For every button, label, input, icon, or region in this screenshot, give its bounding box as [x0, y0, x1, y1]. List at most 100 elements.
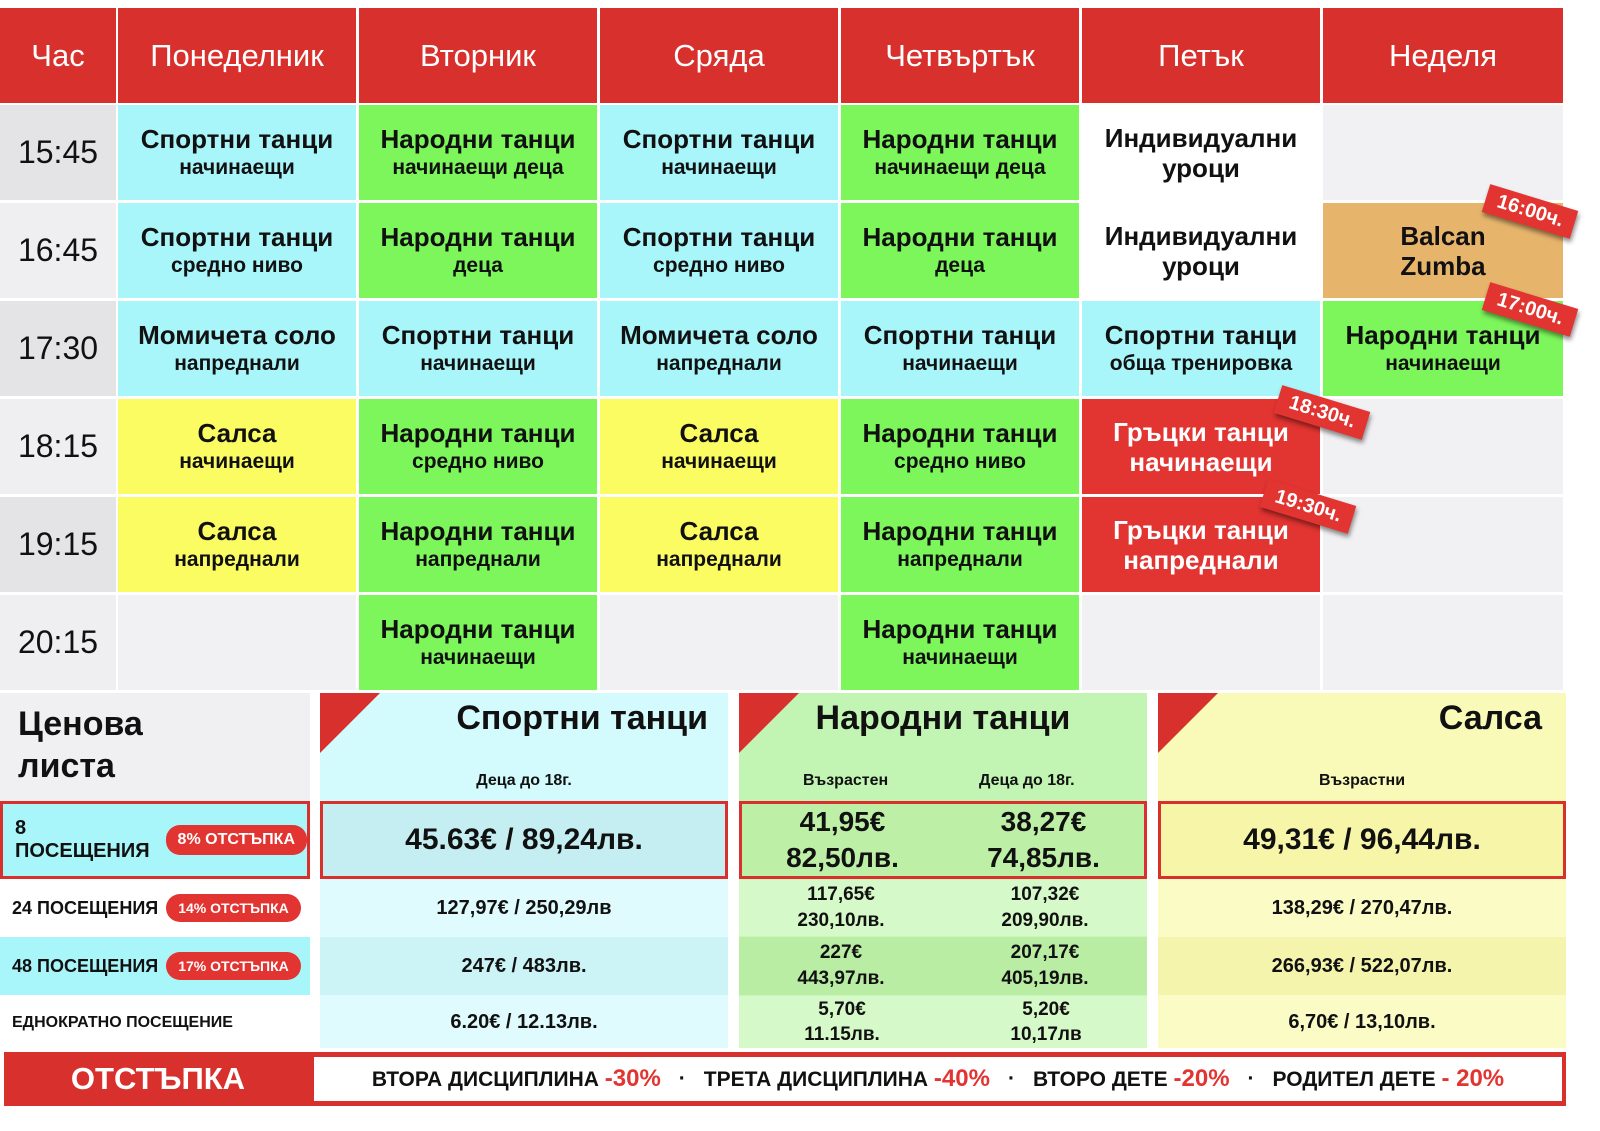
class-level: напреднали	[656, 352, 782, 375]
class-level: Zumba	[1400, 250, 1486, 281]
class-level: начинаещи деца	[392, 156, 564, 179]
class-cell: Народни танци напреднали	[841, 497, 1079, 592]
discount-text: ВТОРО ДЕТЕ	[1032, 1068, 1168, 1091]
class-name: Народни танци	[862, 516, 1058, 546]
class-cell: Народни танци деца	[841, 203, 1079, 298]
class-level: деца	[935, 254, 985, 277]
price-cell: 6.20€ / 12.13лв.	[320, 996, 728, 1048]
discount-value: -30%	[604, 1065, 661, 1092]
class-cell: Спортни танци средно ниво	[600, 203, 838, 298]
discount-text: ТРЕТА ДИСЦИПЛИНА	[703, 1068, 929, 1091]
day-header-friday: Петък	[1082, 8, 1320, 103]
empty-cell	[1323, 595, 1563, 690]
separator: ·	[1247, 1067, 1255, 1090]
class-level: начинаещи деца	[874, 156, 1046, 179]
time-slot: 17:30	[0, 301, 116, 396]
class-cell: Момичета соло напреднали	[600, 301, 838, 396]
kids-price: 207,17€ 405,19лв.	[1001, 940, 1088, 992]
discount-value: -40%	[933, 1065, 990, 1092]
discount-text: РОДИТЕЛ ДЕТЕ	[1272, 1068, 1436, 1091]
class-name: Спортни танци	[863, 320, 1057, 350]
class-cell: Спортни танци начинаещи	[359, 301, 597, 396]
visits-label: 48 ПОСЕЩЕНИЯ	[12, 955, 159, 976]
price-bgn: 230,10лв.	[797, 910, 885, 931]
price-column-header: Салса Възрастни	[1158, 693, 1566, 801]
price-eur: 107,32€	[1010, 884, 1080, 905]
price-bgn: 209,90лв.	[1001, 910, 1089, 931]
class-cell: Спортни танци средно ниво	[118, 203, 356, 298]
class-cell: Спортни танци начинаещи	[118, 105, 356, 200]
class-name: Спортни танци	[1104, 320, 1298, 350]
class-cell: Индивидуални уроци	[1082, 105, 1320, 200]
day-header-wednesday: Сряда	[600, 8, 838, 103]
class-cell: Спортни танци начинаещи	[841, 301, 1079, 396]
class-name: Народни танци	[862, 124, 1058, 154]
class-name: Спортни танци	[622, 222, 816, 252]
class-level: обща тренировка	[1109, 352, 1293, 375]
empty-cell	[1082, 595, 1320, 690]
age-group: Възрастни	[1318, 772, 1406, 789]
class-cell: Народни танци начинаещи деца	[841, 105, 1079, 200]
discount-item: РОДИТЕЛ ДЕТЕ - 20%	[1273, 1065, 1505, 1093]
class-name: Салса	[197, 418, 277, 448]
class-level: напреднали	[656, 548, 782, 571]
day-header-tuesday: Вторник	[359, 8, 597, 103]
empty-cell	[1323, 105, 1563, 200]
empty-cell	[600, 595, 838, 690]
visits-label: 8 ПОСЕЩЕНИЯ	[15, 817, 150, 862]
price-column-salsa: Салса Възрастни 49,31€ / 96,44лв. 138,29…	[1158, 693, 1566, 1048]
corner-triangle	[320, 693, 380, 753]
class-level: средно ниво	[653, 254, 785, 277]
price-bgn: 74,85лв.	[987, 842, 1100, 873]
class-cell: Народни танци средно ниво	[359, 399, 597, 494]
class-cell: Спортни танци начинаещи	[600, 105, 838, 200]
day-header-thursday: Четвъртък	[841, 8, 1079, 103]
visits-label: 24 ПОСЕЩЕНИЯ	[12, 897, 159, 918]
discount-pill: 14% ОТСТЪПКА	[166, 894, 301, 922]
time-slot: 20:15	[0, 595, 116, 690]
class-level: напреднали	[174, 548, 300, 571]
price-eur: 5,20€	[1022, 999, 1070, 1020]
price-column-sport: Спортни танци Деца до 18г. 45.63€ / 89,2…	[320, 693, 728, 1048]
class-level: начинаещи	[661, 156, 777, 179]
discount-pill: 17% ОТСТЪПКА	[166, 952, 301, 980]
class-name: Индивидуални	[1104, 122, 1298, 153]
class-name: Народни танци	[380, 222, 576, 252]
class-cell: Народни танци деца	[359, 203, 597, 298]
price-column-header: Народни танци Възрастен Деца до 18г.	[739, 693, 1147, 801]
price-cell: 41,95€ 82,50лв. 38,27€ 74,85лв.	[739, 801, 1147, 879]
class-name: Салса	[679, 516, 759, 546]
discount-value: -20%	[1173, 1065, 1230, 1092]
time-slot: 16:45	[0, 203, 116, 298]
age-group: Деца до 18г.	[979, 772, 1075, 789]
discount-text: ВТОРА ДИСЦИПЛИНА	[371, 1068, 599, 1091]
class-level: средно ниво	[412, 450, 544, 473]
price-row-label: 48 ПОСЕЩЕНИЯ 17% ОТСТЪПКА	[0, 937, 310, 995]
class-level: начинаещи	[1385, 352, 1501, 375]
corner-triangle	[739, 693, 799, 753]
discount-pill: 8% ОТСТЪПКА	[165, 825, 307, 855]
class-level: начинаещи	[420, 646, 536, 669]
discount-item: ВТОРО ДЕТЕ -20%	[1033, 1065, 1230, 1093]
day-header-monday: Понеделник	[118, 8, 356, 103]
price-eur: 38,27€	[1000, 806, 1087, 837]
class-level: средно ниво	[894, 450, 1026, 473]
class-name: Момичета соло	[620, 320, 818, 350]
class-cell: Народни танци начинаещи	[359, 595, 597, 690]
price-eur: 5,70€	[818, 999, 866, 1020]
empty-cell	[118, 595, 356, 690]
price-cell: 5,70€ 11.15лв. 5,20€ 10,17лв	[739, 996, 1147, 1048]
class-name: Гръцки танци	[1113, 514, 1289, 545]
price-column-folk: Народни танци Възрастен Деца до 18г. 41,…	[739, 693, 1147, 1048]
price-cell: 6,70€ / 13,10лв.	[1158, 996, 1566, 1048]
age-group: Възрастен	[803, 772, 889, 789]
class-name: Народни танци	[380, 418, 576, 448]
kids-price: 5,20€ 10,17лв	[1010, 997, 1081, 1047]
class-name: Народни танци	[862, 418, 1058, 448]
price-cell: 266,93€ / 522,07лв.	[1158, 937, 1566, 995]
adult-price: 41,95€ 82,50лв.	[786, 804, 899, 876]
time-slot: 19:15	[0, 497, 116, 592]
price-cell: 127,97€ / 250,29лв	[320, 880, 728, 936]
class-level: начинаещи	[661, 450, 777, 473]
class-name: Спортни танци	[622, 124, 816, 154]
